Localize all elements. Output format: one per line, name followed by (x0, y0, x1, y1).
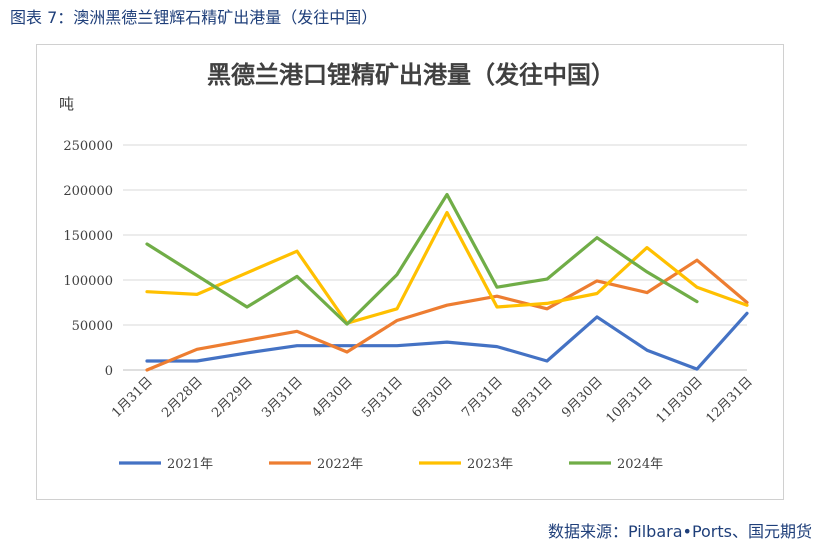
y-tick-label: 0 (105, 364, 113, 379)
x-tick-labels: 1月31日 2月28日 2月29日 3月31日 4月30日 5月31日 6月30日 7月31日… (109, 374, 756, 426)
series-line-2021年 (145, 311, 749, 371)
y-tick-labels: 0 50000 100000 150000 200000 250000 (63, 139, 113, 379)
x-tick-label: 10月31日 (603, 374, 655, 426)
x-tick-label: 3月31日 (259, 374, 306, 421)
x-tick-label: 12月31日 (703, 374, 755, 426)
y-tick-label: 50000 (72, 319, 113, 334)
grid-lines (123, 144, 747, 371)
x-tick-label: 2月28日 (159, 374, 206, 421)
y-tick-label: 200000 (63, 184, 113, 199)
figure-caption: 图表 7：澳洲黑德兰锂辉石精矿出港量（发往中国） (10, 8, 378, 27)
y-tick-label: 150000 (63, 229, 113, 244)
legend: 2021年 2022年 2023年 2024年 (119, 457, 663, 472)
chart-title: 黑德兰港口锂精矿出港量（发往中国） (207, 61, 615, 89)
chart-container: 黑德兰港口锂精矿出港量（发往中国） 吨 0 50000 100000 150000 20… (36, 44, 784, 500)
x-tick-label: 9月30日 (559, 374, 606, 421)
series-line-2024年 (145, 192, 699, 326)
source-note: 数据来源：Pilbara•Ports、国元期货 (547, 522, 812, 541)
y-unit-label: 吨 (59, 95, 74, 113)
legend-label: 2024年 (617, 457, 663, 472)
x-tick-label: 11月30日 (653, 374, 705, 426)
series-lines (145, 192, 749, 372)
x-tick-label: 8月31日 (509, 374, 556, 421)
x-tick-label: 5月31日 (359, 374, 406, 421)
series-line-2022年 (145, 258, 749, 372)
x-tick-label: 7月31日 (459, 374, 506, 421)
line-chart: 黑德兰港口锂精矿出港量（发往中国） 吨 0 50000 100000 150000 20… (59, 61, 756, 472)
x-tick-label: 2月29日 (209, 374, 256, 421)
series-line-2023年 (145, 210, 749, 325)
x-tick-label: 4月30日 (309, 374, 356, 421)
legend-label: 2023年 (467, 457, 513, 472)
legend-label: 2021年 (167, 457, 213, 472)
y-tick-label: 250000 (63, 139, 113, 154)
legend-label: 2022年 (317, 457, 363, 472)
x-tick-label: 6月30日 (409, 374, 456, 421)
y-tick-label: 100000 (63, 274, 113, 289)
x-tick-label: 1月31日 (109, 374, 156, 421)
